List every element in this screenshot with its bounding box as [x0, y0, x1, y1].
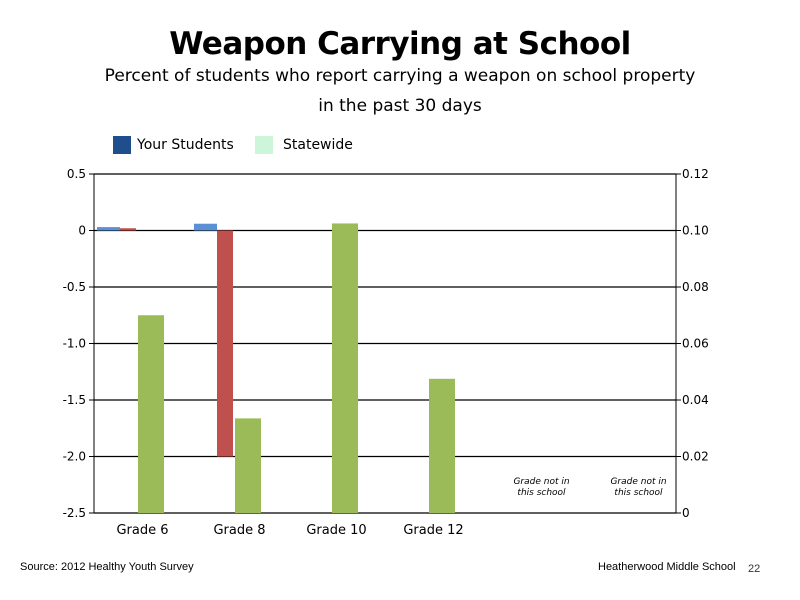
x-axis-category-label: Grade 6: [116, 523, 168, 538]
chart-subtitle-line2: in the past 30 days: [318, 96, 482, 116]
annotation-grade-not-in-school: Grade not in: [610, 477, 666, 487]
right-axis-tick-label: 0.06: [682, 337, 709, 351]
bar-s2-c1: [235, 418, 261, 513]
bar-s0-c0: [97, 227, 120, 231]
right-axis-tick-label: 0.04: [682, 393, 709, 407]
x-axis-category-label: Grade 12: [403, 523, 463, 538]
bar-s1-c1: [217, 230, 233, 457]
chart-subtitle-line1: Percent of students who report carrying …: [104, 66, 696, 86]
legend-label-your-students: Your Students: [137, 137, 234, 153]
school-name: Heatherwood Middle School: [598, 561, 736, 573]
chart-title: Weapon Carrying at School: [169, 26, 631, 62]
legend-swatch-statewide: [255, 136, 273, 154]
left-axis-tick-label: -0.5: [63, 280, 86, 294]
page-number: 22: [748, 563, 761, 575]
right-axis-tick-label: 0.02: [682, 450, 709, 464]
legend-item-your-students: Your Students: [113, 136, 234, 154]
annotation-grade-not-in-school: this school: [614, 488, 663, 498]
right-axis-tick-label: 0.12: [682, 167, 709, 181]
left-axis-tick-label: 0: [78, 224, 86, 238]
left-axis-tick-label: -2.5: [63, 506, 86, 520]
bar-s0-c1: [194, 223, 217, 231]
right-axis-tick-label: 0: [682, 506, 690, 520]
annotation-grade-not-in-school: Grade not in: [513, 477, 569, 487]
x-axis-category-label: Grade 8: [213, 523, 265, 538]
annotation-grade-not-in-school: this school: [517, 488, 566, 498]
source-note: Source: 2012 Healthy Youth Survey: [20, 561, 194, 573]
legend-swatch-your-students: [113, 136, 131, 154]
bar-s2-c3: [429, 378, 455, 513]
x-axis-category-label: Grade 10: [306, 523, 366, 538]
left-axis-tick-label: -2.0: [63, 450, 86, 464]
legend-item-statewide: Statewide: [255, 136, 353, 154]
bar-s1-c0: [120, 228, 136, 231]
right-axis-tick-label: 0.10: [682, 224, 709, 238]
legend-label-statewide: Statewide: [283, 137, 353, 153]
left-axis-tick-label: 0.5: [67, 167, 86, 181]
left-axis-tick-label: -1.5: [63, 393, 86, 407]
bar-s2-c0: [138, 315, 164, 513]
bar-s2-c2: [332, 223, 358, 513]
left-axis-tick-label: -1.0: [63, 337, 86, 351]
right-axis-tick-label: 0.08: [682, 280, 709, 294]
